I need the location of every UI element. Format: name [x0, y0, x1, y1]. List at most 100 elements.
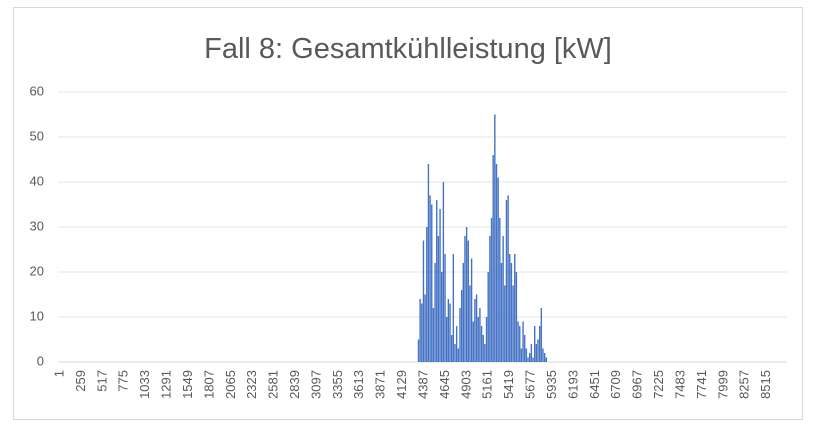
bar: [510, 263, 513, 362]
x-tick-label: 8257: [737, 370, 752, 399]
x-tick-label: 2323: [244, 370, 259, 399]
x-tick-label: 5677: [523, 370, 538, 399]
y-tick-label: 60: [30, 83, 44, 98]
bar: [532, 357, 534, 362]
bar: [528, 353, 531, 362]
bar: [450, 335, 453, 362]
x-tick-label: 7483: [672, 370, 687, 399]
bar: [467, 240, 469, 362]
bar: [442, 182, 445, 362]
y-tick-label: 50: [30, 128, 44, 143]
bar: [505, 200, 508, 362]
x-tick-label: 7225: [651, 370, 666, 399]
x-tick-label: 4645: [437, 370, 452, 399]
bar: [462, 263, 464, 362]
x-tick-label: 5419: [501, 370, 516, 399]
bar: [492, 155, 494, 362]
bar: [472, 321, 474, 362]
x-tick-label: 6967: [630, 370, 645, 399]
bar: [427, 164, 430, 362]
bar: [538, 326, 541, 362]
bar: [519, 326, 521, 362]
bar: [533, 326, 536, 362]
bar: [497, 177, 499, 362]
bar: [500, 263, 503, 362]
bar: [509, 254, 511, 362]
bar: [479, 308, 481, 362]
x-tick-label: 1033: [137, 370, 152, 399]
y-tick-label: 20: [30, 263, 44, 278]
x-tick-label: 3613: [351, 370, 366, 399]
bar: [422, 240, 425, 362]
x-tick-label: 1: [51, 370, 66, 377]
bar: [545, 357, 547, 362]
bar: [489, 236, 491, 362]
x-tick-label: 8515: [758, 370, 773, 399]
bar: [504, 285, 506, 362]
bar: [499, 218, 501, 362]
y-tick-label: 30: [30, 218, 44, 233]
bar: [530, 344, 533, 362]
x-tick-label: 2581: [266, 370, 281, 399]
bar: [449, 303, 451, 362]
bar: [480, 326, 483, 362]
bar: [507, 195, 509, 362]
bar: [417, 339, 420, 362]
bar: [444, 254, 446, 362]
x-tick-label: 4129: [394, 370, 409, 399]
x-tick-label: 3871: [373, 370, 388, 399]
x-tick-label: 6193: [565, 370, 580, 399]
bar: [515, 272, 518, 362]
bar: [502, 236, 504, 362]
bar: [482, 335, 484, 362]
bar: [524, 335, 526, 362]
bar: [465, 227, 468, 362]
bar: [434, 263, 436, 362]
chart-border: [13, 7, 803, 420]
chart-title: Fall 8: Gesamtkühlleistung [kW]: [204, 33, 612, 65]
x-tick-label: 5161: [480, 370, 495, 399]
x-tick-label: 1807: [201, 370, 216, 399]
x-tick-label: 7999: [715, 370, 730, 399]
bar: [429, 195, 431, 362]
bar: [426, 227, 428, 362]
x-tick-label: 4903: [458, 370, 473, 399]
bar: [421, 303, 423, 362]
y-tick-label: 0: [37, 353, 44, 368]
bar: [452, 254, 455, 362]
bar: [540, 308, 543, 362]
bar: [520, 348, 523, 362]
bar: [441, 272, 443, 362]
bar: [464, 236, 466, 362]
x-tick-label: 775: [116, 370, 131, 392]
bar: [459, 308, 461, 362]
bar: [535, 344, 538, 362]
bar: [437, 236, 440, 362]
bar: [439, 209, 441, 362]
x-tick-label: 1549: [180, 370, 195, 399]
y-tick-label: 10: [30, 308, 44, 323]
bar: [424, 294, 426, 362]
x-tick-label: 2065: [223, 370, 238, 399]
bar: [470, 258, 473, 362]
bar: [512, 285, 514, 362]
bar: [517, 321, 519, 362]
x-tick-label: 6451: [587, 370, 602, 399]
bar: [484, 344, 486, 362]
bar: [494, 114, 496, 362]
bar: [477, 317, 479, 362]
x-tick-label: 3355: [330, 370, 345, 399]
x-tick-label: 2839: [287, 370, 302, 399]
bar: [460, 290, 463, 362]
bar: [432, 308, 435, 362]
bar: [475, 294, 478, 362]
bar: [469, 285, 471, 362]
x-tick-label: 3097: [308, 370, 323, 399]
x-tick-label: 259: [73, 370, 88, 392]
bar: [542, 348, 544, 362]
x-tick-label: 4387: [415, 370, 430, 399]
bar: [490, 218, 493, 362]
bar: [474, 299, 476, 362]
